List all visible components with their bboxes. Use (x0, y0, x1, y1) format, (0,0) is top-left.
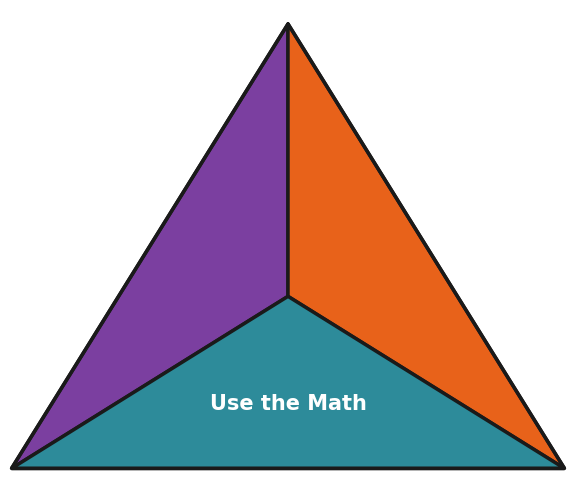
Text: Make Sense of Math: Make Sense of Math (74, 123, 220, 303)
Polygon shape (12, 296, 564, 468)
Text: Use the Math: Use the Math (210, 394, 366, 414)
Polygon shape (288, 24, 564, 468)
Polygon shape (12, 24, 288, 468)
Text: Do the Math: Do the Math (376, 151, 471, 265)
